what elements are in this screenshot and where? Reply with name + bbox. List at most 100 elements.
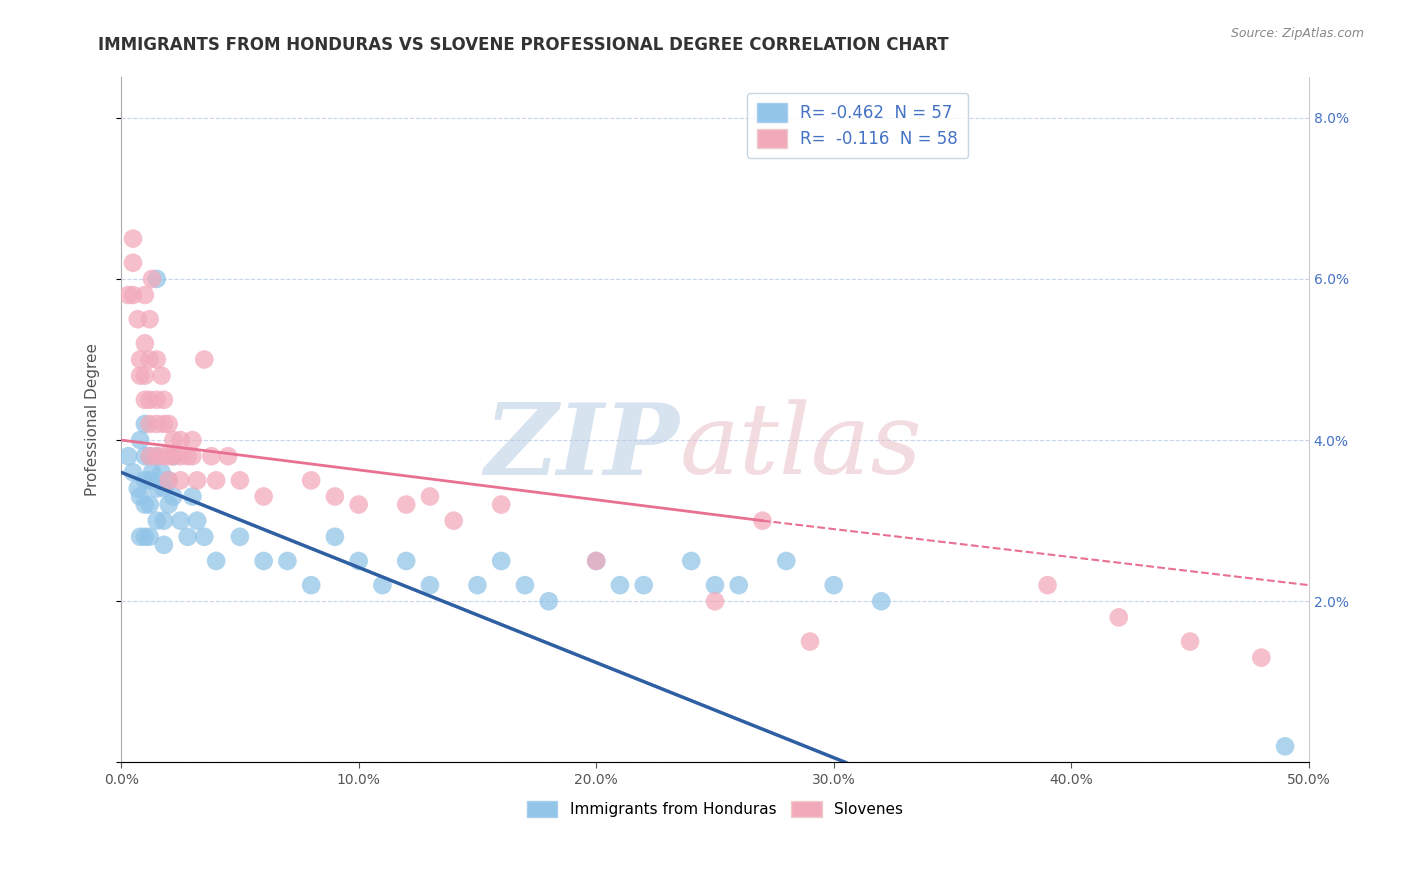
Point bbox=[138, 449, 160, 463]
Point bbox=[181, 490, 204, 504]
Point bbox=[633, 578, 655, 592]
Point bbox=[122, 466, 145, 480]
Point bbox=[751, 514, 773, 528]
Point bbox=[443, 514, 465, 528]
Point bbox=[1178, 634, 1201, 648]
Point bbox=[157, 474, 180, 488]
Point bbox=[150, 368, 173, 383]
Text: Source: ZipAtlas.com: Source: ZipAtlas.com bbox=[1230, 27, 1364, 40]
Point bbox=[157, 449, 180, 463]
Point bbox=[122, 256, 145, 270]
Point bbox=[138, 352, 160, 367]
Point bbox=[276, 554, 298, 568]
Point bbox=[229, 530, 252, 544]
Point bbox=[157, 498, 180, 512]
Point bbox=[138, 498, 160, 512]
Point bbox=[145, 449, 167, 463]
Point bbox=[153, 392, 176, 407]
Point bbox=[129, 368, 152, 383]
Point bbox=[585, 554, 607, 568]
Point bbox=[153, 449, 176, 463]
Point bbox=[181, 433, 204, 447]
Point bbox=[193, 530, 215, 544]
Text: atlas: atlas bbox=[679, 400, 922, 495]
Point bbox=[138, 449, 160, 463]
Point bbox=[253, 490, 276, 504]
Y-axis label: Professional Degree: Professional Degree bbox=[86, 343, 100, 497]
Point bbox=[129, 530, 152, 544]
Point bbox=[145, 449, 167, 463]
Point bbox=[145, 272, 167, 286]
Point bbox=[141, 272, 163, 286]
Point bbox=[1250, 650, 1272, 665]
Point bbox=[1108, 610, 1130, 624]
Point bbox=[1036, 578, 1059, 592]
Point bbox=[1274, 739, 1296, 754]
Point bbox=[299, 474, 322, 488]
Point bbox=[169, 514, 191, 528]
Point bbox=[176, 530, 198, 544]
Point bbox=[371, 578, 394, 592]
Point bbox=[537, 594, 560, 608]
Point bbox=[134, 288, 156, 302]
Point bbox=[169, 474, 191, 488]
Point bbox=[585, 554, 607, 568]
Point bbox=[138, 417, 160, 431]
Point bbox=[122, 288, 145, 302]
Point bbox=[727, 578, 749, 592]
Point bbox=[513, 578, 536, 592]
Point bbox=[138, 530, 160, 544]
Point bbox=[704, 578, 727, 592]
Point bbox=[129, 433, 152, 447]
Point bbox=[704, 594, 727, 608]
Point bbox=[134, 336, 156, 351]
Point bbox=[347, 498, 370, 512]
Point bbox=[609, 578, 631, 592]
Point bbox=[229, 474, 252, 488]
Text: IMMIGRANTS FROM HONDURAS VS SLOVENE PROFESSIONAL DEGREE CORRELATION CHART: IMMIGRANTS FROM HONDURAS VS SLOVENE PROF… bbox=[98, 36, 949, 54]
Point bbox=[467, 578, 489, 592]
Point bbox=[153, 514, 176, 528]
Point bbox=[162, 449, 184, 463]
Point bbox=[122, 232, 145, 246]
Point bbox=[193, 352, 215, 367]
Point bbox=[134, 392, 156, 407]
Point bbox=[134, 474, 156, 488]
Point bbox=[153, 482, 176, 496]
Point bbox=[150, 466, 173, 480]
Point bbox=[134, 530, 156, 544]
Point bbox=[176, 449, 198, 463]
Point bbox=[395, 498, 418, 512]
Point bbox=[347, 554, 370, 568]
Point bbox=[157, 474, 180, 488]
Point bbox=[129, 352, 152, 367]
Point bbox=[205, 474, 228, 488]
Point bbox=[181, 449, 204, 463]
Point bbox=[489, 554, 512, 568]
Point bbox=[419, 578, 441, 592]
Point bbox=[186, 474, 208, 488]
Point bbox=[117, 288, 139, 302]
Point bbox=[162, 433, 184, 447]
Point bbox=[138, 474, 160, 488]
Point bbox=[134, 498, 156, 512]
Point bbox=[323, 530, 346, 544]
Point bbox=[134, 449, 156, 463]
Point bbox=[145, 417, 167, 431]
Point bbox=[823, 578, 845, 592]
Legend: Immigrants from Honduras, Slovenes: Immigrants from Honduras, Slovenes bbox=[520, 795, 910, 823]
Point bbox=[127, 482, 149, 496]
Point bbox=[134, 417, 156, 431]
Point bbox=[138, 392, 160, 407]
Point bbox=[145, 514, 167, 528]
Point bbox=[145, 392, 167, 407]
Point bbox=[217, 449, 239, 463]
Point bbox=[299, 578, 322, 592]
Point bbox=[419, 490, 441, 504]
Point bbox=[127, 312, 149, 326]
Point bbox=[870, 594, 893, 608]
Point bbox=[169, 449, 191, 463]
Point bbox=[200, 449, 222, 463]
Point bbox=[153, 538, 176, 552]
Point bbox=[395, 554, 418, 568]
